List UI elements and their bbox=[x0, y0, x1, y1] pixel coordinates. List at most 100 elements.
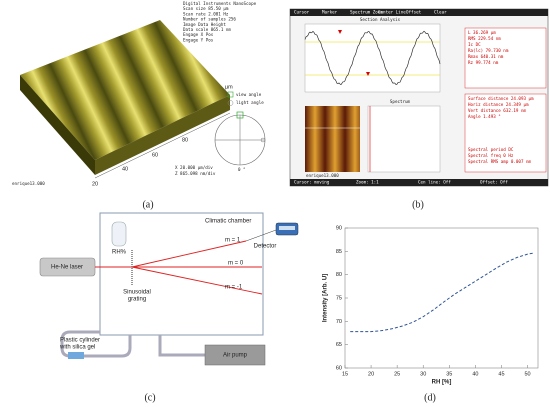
measure-line: Vert distance 632.19 nm bbox=[468, 108, 526, 113]
order-label: m = 0 bbox=[228, 261, 244, 267]
surface-side bbox=[20, 75, 95, 175]
y-tick-label: 60 bbox=[336, 365, 342, 371]
info-line: Image Data Height bbox=[183, 22, 226, 27]
x-tick-label: 25 bbox=[394, 371, 400, 377]
y-tick-label: 65 bbox=[336, 342, 342, 348]
axis-tick: 40 bbox=[122, 166, 128, 172]
chamber bbox=[99, 212, 264, 336]
hygrometer bbox=[111, 221, 127, 247]
icon bbox=[227, 91, 234, 98]
stat-line: Ra(lc) 79.730 nm bbox=[468, 48, 509, 53]
y-tick-label: 75 bbox=[336, 295, 342, 301]
stat-line: RMS 229.54 nm bbox=[468, 36, 501, 41]
info-line: Number of samples 256 bbox=[183, 17, 236, 22]
order-label: m = 1 bbox=[225, 238, 241, 244]
spectrum-title: Spectrum bbox=[390, 99, 411, 104]
menu-item: Clear bbox=[434, 10, 447, 15]
status-item: Cursor: moving bbox=[294, 180, 330, 185]
screen-title: Section Analysis bbox=[360, 17, 401, 22]
axis-line bbox=[94, 112, 231, 179]
detector-screen bbox=[279, 226, 295, 230]
angle-label: 0 ° bbox=[238, 167, 246, 172]
menu-item: Cursor bbox=[294, 10, 310, 15]
info-line: Engage Y Pos bbox=[183, 37, 214, 42]
order-label: m = -1 bbox=[225, 285, 243, 291]
stat-line: Rmax 640.31 nm bbox=[468, 54, 504, 59]
view-marker bbox=[236, 111, 244, 119]
pump-label: Air pump bbox=[223, 353, 248, 359]
file-name: enrique13.000 bbox=[12, 181, 45, 186]
grating-label: grating bbox=[128, 297, 146, 303]
axis-tick: 80 bbox=[182, 137, 188, 143]
silica-cylinder bbox=[68, 352, 84, 359]
beam bbox=[131, 266, 263, 295]
status-item: Offset: Off bbox=[480, 180, 508, 185]
tube bbox=[60, 330, 132, 358]
icon bbox=[227, 100, 234, 106]
scale-z: Z 865.098 nm/div bbox=[175, 171, 216, 176]
x-tick-label: 15 bbox=[342, 371, 348, 377]
status: Cursor: moving Zoom: 1:1 Cen line: Off Offs… bbox=[294, 180, 508, 185]
panel-c: Climatic chamber RH% He-Ne laser Sinusoi… bbox=[39, 212, 299, 403]
panel-d: RH [%] Intensity [Arb. U] (d) 60 65 70 75 80… bbox=[323, 225, 539, 403]
chamber-label: Climatic chamber bbox=[205, 219, 251, 225]
info-line: Digital Instruments NanoScope bbox=[183, 1, 257, 6]
profile-curve bbox=[304, 30, 441, 86]
afm-image bbox=[305, 106, 360, 172]
cylinder-label: with silica gel bbox=[59, 345, 95, 351]
marker bbox=[338, 30, 342, 34]
y-tick-label: 85 bbox=[336, 249, 342, 255]
spectral-line: Spectral RMS amp 0.007 nm bbox=[468, 159, 532, 164]
status-item: Cen line: Off bbox=[418, 180, 451, 185]
marker bbox=[366, 72, 370, 76]
info-line: Engage X Pos bbox=[183, 32, 214, 37]
measure-line: Surface distance 24.093 µm bbox=[468, 96, 534, 101]
menu-item: Marker bbox=[322, 10, 338, 15]
panel-a: 20 40 60 80 µm Digital Instruments NanoS… bbox=[12, 1, 266, 210]
menu-item: Offset bbox=[406, 10, 422, 15]
y-tick-label: 80 bbox=[336, 272, 342, 278]
spectral-line: Spectral freq 0 Hz bbox=[468, 153, 514, 158]
measure-line: Horiz distance 24.349 µm bbox=[468, 102, 529, 107]
x-tick-label: 45 bbox=[498, 371, 504, 377]
axis-tick: 60 bbox=[152, 152, 158, 158]
stat-line: L 36.269 µm bbox=[468, 30, 496, 35]
detector-label: Detector bbox=[254, 244, 277, 250]
y-tick-label: 70 bbox=[336, 319, 342, 325]
panel-label: (c) bbox=[144, 392, 155, 403]
laser-label: He-Ne laser bbox=[51, 265, 83, 271]
cylinder-label: Plastic cylinder bbox=[60, 338, 100, 344]
cable bbox=[245, 229, 277, 242]
light-angle: light angle bbox=[236, 100, 264, 105]
menu-item: Center Line bbox=[378, 10, 406, 15]
spectrum-box bbox=[367, 105, 441, 173]
menu-bar bbox=[290, 9, 548, 16]
menu-item: Spectrum Zoom bbox=[350, 10, 383, 15]
rh-label: RH% bbox=[112, 250, 127, 256]
beam bbox=[131, 240, 247, 268]
status-item: Zoom: 1:1 bbox=[356, 180, 379, 185]
measure-box bbox=[464, 93, 547, 173]
x-tick-label: 50 bbox=[525, 371, 531, 377]
file-name: enrique13.000 bbox=[306, 173, 339, 178]
panel-label: (b) bbox=[412, 199, 424, 210]
panel-label: (d) bbox=[424, 392, 436, 403]
x-tick-label: 35 bbox=[446, 371, 452, 377]
stats-box bbox=[464, 27, 547, 89]
x-tick-label: 30 bbox=[420, 371, 426, 377]
axis-tick: 20 bbox=[92, 181, 98, 187]
info-line: Data scale 865.1 nm bbox=[183, 27, 231, 32]
measure-line: Angle 1.493 ° bbox=[468, 114, 501, 119]
status-bar bbox=[290, 179, 548, 186]
y-tick-label: 90 bbox=[336, 225, 342, 231]
air-pump bbox=[204, 344, 266, 366]
scale-x: X 20.000 µm/div bbox=[175, 165, 213, 170]
x-axis-label: RH [%] bbox=[432, 380, 452, 386]
grating-label: Sinusoidal bbox=[123, 290, 151, 296]
plot-frame bbox=[344, 227, 539, 369]
